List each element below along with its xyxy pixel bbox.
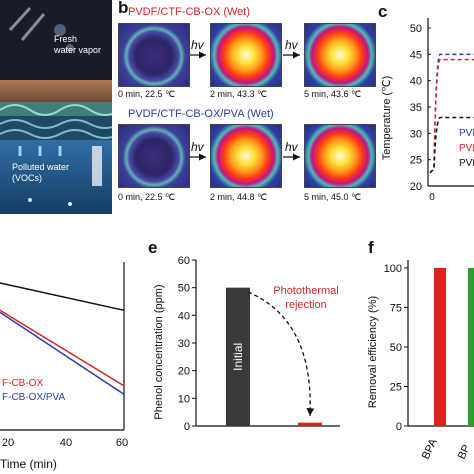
- panel-e-letter: e: [148, 238, 158, 257]
- panel-e-ytick: 10: [178, 393, 190, 405]
- panel-c-ytick: 25: [410, 155, 422, 167]
- panel-e-annotation-line1: Photothermal: [273, 285, 338, 297]
- panel-b-title-top: PVDF/CTF-CB-OX (Wet): [128, 6, 251, 18]
- panel-e-chart: Phenol concentration (ppm) 60 50 40 30 20 10 0…: [153, 255, 340, 433]
- panel-d-legend-2: F-CB-OX/PVA: [2, 392, 65, 403]
- panel-d-legend-1: F-CB-OX: [2, 378, 43, 389]
- panel-c-ytick: 50: [410, 23, 422, 35]
- panel-c-ylabel: Temperature (℃): [381, 76, 393, 161]
- panel-b-arrows: [190, 51, 300, 161]
- panel-d-series-line-3: [0, 311, 125, 395]
- panel-d-xtick-60: 60: [116, 437, 128, 449]
- membrane-illustration: [0, 0, 112, 214]
- panel-f-bar-2: [468, 267, 474, 426]
- panel-d-xtick-40: 40: [60, 437, 72, 449]
- panel-d-xtick-20: 20: [2, 437, 14, 449]
- panel-e-annotation-line2: rejection: [285, 299, 327, 311]
- caption-top-1: 2 min, 43.3 ℃: [210, 89, 268, 99]
- panel-c-ytick: 45: [410, 49, 422, 61]
- panel-d-series-line-2: [0, 309, 125, 387]
- panel-e-ytick: 60: [178, 255, 190, 267]
- panel-e-ytick: 20: [178, 366, 190, 378]
- panel-f-ylabel: Removal efficiency (%): [367, 296, 379, 408]
- panel-f-xtick-bpa: BPA: [420, 436, 440, 461]
- caption-top-0: 0 min, 22.5 ℃: [118, 89, 176, 99]
- panel-f-bar-1: [434, 267, 446, 426]
- thermal-image-bottom-2min: [210, 124, 282, 188]
- panel-f-xtick-bp: BP: [456, 443, 473, 461]
- thermal-image-top-5min: [304, 23, 376, 87]
- thermal-image-bottom-0min: [118, 124, 190, 188]
- panel-d-chart: F-CB-OX F-CB-OX/PVA 20 40 60 Time (min): [0, 262, 128, 471]
- panel-d-series-line-1: [0, 282, 125, 312]
- hv-label-top-2: hv: [285, 38, 298, 52]
- panel-e-bar-1: [226, 287, 250, 426]
- hv-label-bottom-2: hv: [285, 140, 298, 154]
- panel-e-bar-initial-label: Initial: [231, 343, 245, 371]
- panel-b-title-bottom: PVDF/CTF-CB-OX/PVA (Wet): [128, 108, 274, 120]
- panel-c-ytick: 20: [410, 181, 422, 193]
- panel-b-letter: b: [118, 0, 129, 17]
- panel-e-bar-2: [298, 422, 322, 426]
- panel-f-chart: Removal efficiency (%) 100 75 50 25 0 BPA BP: [367, 260, 474, 461]
- panel-c-ytick: 40: [410, 76, 422, 88]
- panel-c-series-line-1: [429, 53, 474, 174]
- panel-f-letter: f: [368, 238, 374, 257]
- panel-e-ytick: 40: [178, 310, 190, 322]
- fresh-vapor-label: Fresh water vapor: [54, 34, 102, 55]
- panel-f-ytick: 75: [390, 302, 402, 314]
- thermal-image-top-2min: [210, 23, 282, 87]
- panel-c-ytick: 30: [410, 128, 422, 140]
- panel-c-legend-2: PVD: [459, 143, 474, 154]
- panel-f-ytick: 0: [396, 421, 402, 433]
- hv-label-top-1: hv: [191, 38, 204, 52]
- caption-bottom-2: 5 min, 45.0 ℃: [304, 192, 362, 202]
- panel-c-chart: Temperature (℃) 50 45 40 35 30 25 20 0 PVD PVD…: [381, 18, 474, 203]
- panel-f-ytick: 25: [390, 381, 402, 393]
- panel-f-ytick: 100: [384, 263, 402, 275]
- panel-a-schematic: Fresh water vapor Polluted water (VOCs): [0, 0, 112, 214]
- panel-e-ytick: 0: [184, 421, 190, 433]
- polluted-water-label: Polluted water (VOCs): [12, 162, 70, 183]
- hv-label-bottom-1: hv: [191, 140, 204, 154]
- panel-e-dashed-arrow: [247, 291, 315, 417]
- panel-c-letter: c: [378, 2, 388, 21]
- panel-d-xlabel: Time (min): [0, 457, 57, 471]
- panel-e-ylabel: Phenol concentration (ppm): [153, 284, 165, 419]
- caption-bottom-0: 0 min, 22.5 ℃: [118, 192, 176, 202]
- panel-f-ytick: 50: [390, 342, 402, 354]
- caption-bottom-1: 2 min, 44.8 ℃: [210, 192, 268, 202]
- thermal-image-top-0min: [118, 23, 190, 87]
- panel-c-ytick: 35: [410, 102, 422, 114]
- panel-c-series-line-3: [429, 116, 474, 174]
- panel-c-series-line-2: [429, 58, 474, 174]
- caption-top-2: 5 min, 43.6 ℃: [304, 89, 362, 99]
- panel-c-xtick-0: 0: [429, 192, 435, 203]
- panel-e-ytick: 50: [178, 283, 190, 295]
- panel-c-legend-1: PVD: [459, 128, 474, 139]
- thermal-image-bottom-5min: [304, 124, 376, 188]
- panel-c-legend-3: PVD: [459, 158, 474, 169]
- panel-e-ytick: 30: [178, 338, 190, 350]
